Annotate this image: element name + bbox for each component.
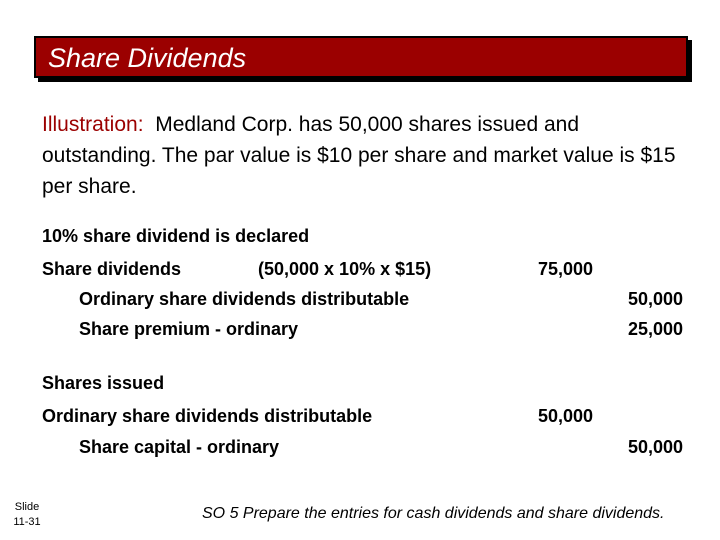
issued-credit-account: Share capital - ordinary (79, 437, 280, 457)
declared-credit1-amount: 50,000 (628, 289, 684, 309)
issued-debit-account: Ordinary share dividends distributable (42, 406, 373, 426)
declared-debit-amount: 75,000 (538, 259, 594, 279)
footer-objective: SO 5 Prepare the entries for cash divide… (202, 505, 665, 522)
issued-heading: Shares issued (42, 373, 165, 393)
declared-heading: 10% share dividend is declared (42, 226, 310, 246)
illustration-paragraph: Illustration: Medland Corp. has 50,000 s… (42, 109, 692, 202)
declared-credit1-account: Ordinary share dividends distributable (79, 289, 410, 309)
declared-calc: (50,000 x 10% x $15) (258, 259, 432, 279)
issued-debit-amount: 50,000 (538, 406, 594, 426)
slide-number: Slide 11-31 (8, 500, 46, 530)
illustration-label: Illustration: (42, 113, 144, 136)
title-bar: Share Dividends (34, 36, 688, 78)
declared-debit-account: Share dividends (42, 259, 182, 279)
slide-title: Share Dividends (48, 43, 247, 73)
declared-credit2-account: Share premium - ordinary (79, 319, 299, 339)
declared-credit2-amount: 25,000 (628, 319, 684, 339)
slide-number-text: 11-31 (13, 516, 41, 528)
slide-label-text: Slide (14, 501, 40, 513)
illustration-text: Medland Corp. has 50,000 shares issued a… (42, 113, 676, 198)
issued-credit-amount: 50,000 (628, 437, 684, 457)
